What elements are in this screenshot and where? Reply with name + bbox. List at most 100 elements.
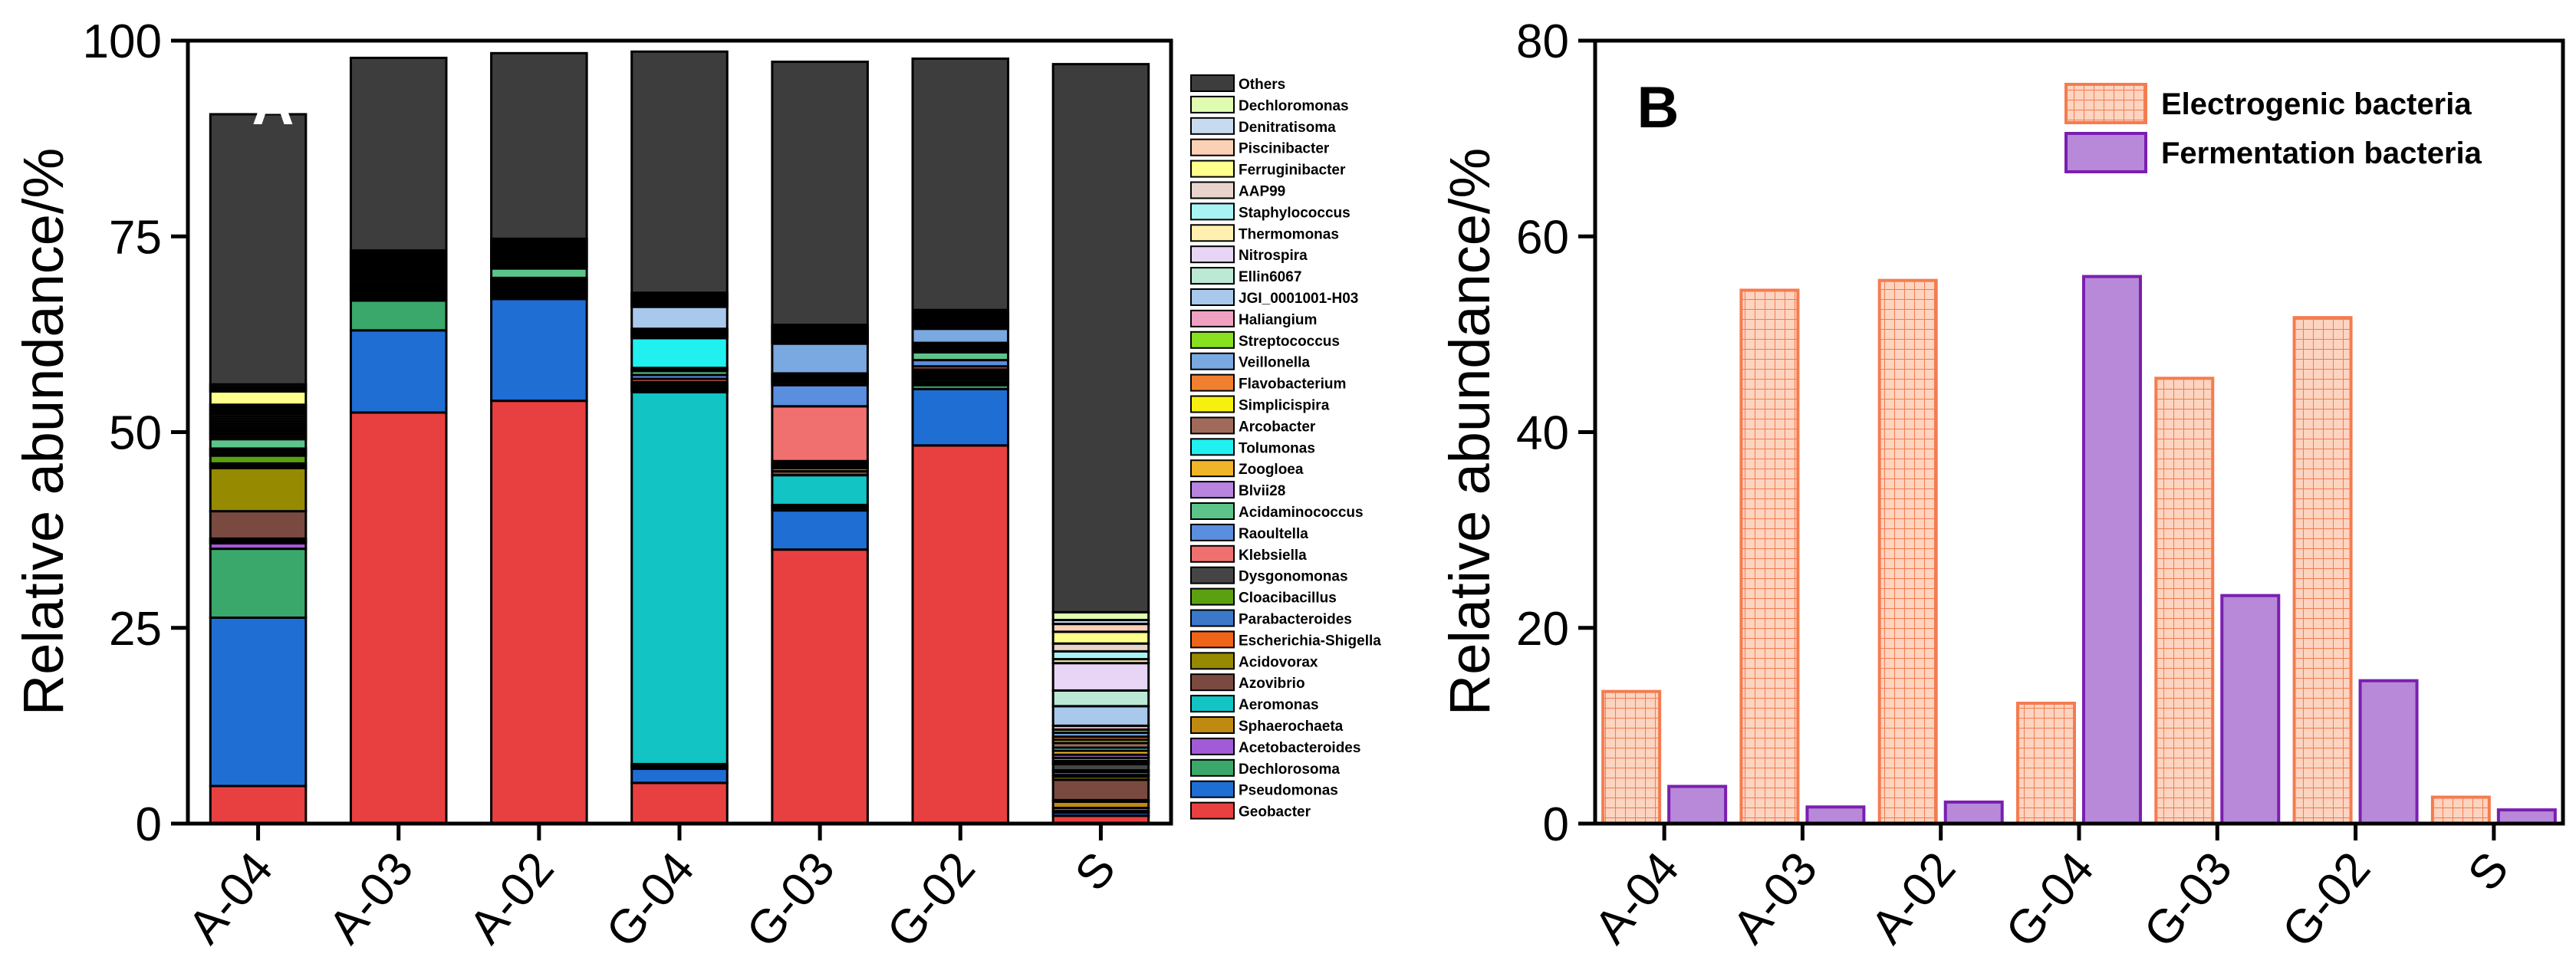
panel-b-x-tick-label: A-03	[1722, 843, 1828, 954]
legend-label: Electrogenic bacteria	[2161, 87, 2472, 121]
bar-segment-geobacter	[911, 444, 1010, 825]
fermentation-bar	[1805, 805, 1866, 825]
legend-swatch	[1190, 587, 1235, 606]
legend-label: Flavobacterium	[1239, 377, 1346, 393]
legend-label: Escherichia-Shigella	[1239, 633, 1381, 649]
legend-label: Dysgonomonas	[1239, 569, 1348, 585]
panel-b-bars	[1601, 275, 2557, 826]
panel-a-label: A	[252, 72, 294, 137]
legend-swatch	[1190, 438, 1235, 456]
legend-label: Veillonella	[1239, 355, 1310, 371]
legend-swatch	[1190, 652, 1235, 670]
bar-segment-ellin6067	[1051, 689, 1150, 708]
legend-swatch	[2064, 83, 2147, 124]
legend-swatch	[1190, 288, 1235, 306]
legend-swatch	[1190, 695, 1235, 713]
legend-swatch	[1190, 224, 1235, 242]
legend-label: AAP99	[1239, 184, 1285, 200]
panel-b-label: B	[1637, 75, 1679, 140]
legend-label: Cloacibacillus	[1239, 590, 1337, 607]
panel-b-x-tick-label: A-02	[1860, 843, 1966, 954]
legend-swatch	[1190, 459, 1235, 478]
panel-b-x-tick-label: A-04	[1584, 843, 1689, 954]
legend-swatch	[1190, 780, 1235, 798]
bar-segment-ferruginibacter	[1051, 630, 1150, 645]
electrogenic-bar	[2154, 377, 2215, 825]
fermentation-bar	[2496, 808, 2557, 825]
bar-segment-jgi-0001001-h03	[630, 305, 729, 331]
legend-label: Acetobacteroides	[1239, 740, 1360, 756]
legend-label: Parabacteroides	[1239, 612, 1352, 628]
legend-swatch	[1190, 481, 1235, 499]
legend-label: JGI_0001001-H03	[1239, 291, 1358, 307]
panel-a-x-tick-label: A-02	[459, 843, 564, 954]
legend-swatch	[1190, 138, 1235, 156]
panel-b-x-tick-label: G-04	[1995, 843, 2104, 958]
legend-swatch	[1190, 566, 1235, 584]
bar-segment-pseudomonas	[911, 387, 1010, 447]
legend-label: Thermomonas	[1239, 226, 1339, 242]
legend-label: Nitrospira	[1239, 248, 1308, 264]
legend-label: Piscinibacter	[1239, 141, 1330, 157]
fermentation-bar	[1943, 800, 2004, 825]
panel-a-x-tick-label: G-03	[736, 843, 844, 958]
bar-segment-acidovorax	[209, 466, 308, 513]
bar-segment-others	[911, 57, 1010, 311]
panel-a-y-tick-label: 75	[109, 211, 162, 264]
bar-segment-dechloromonas	[1051, 610, 1150, 622]
legend-label: Acidaminococcus	[1239, 505, 1364, 521]
bar-segment-geobacter	[490, 400, 588, 825]
electrogenic-bar	[2292, 316, 2353, 825]
electrogenic-bar	[1739, 288, 1800, 826]
legend-swatch	[1190, 202, 1235, 221]
legend-label: Sphaerochaeta	[1239, 719, 1344, 735]
panel-b-x-axis: A-04 A-03 A-02 G-04 G-03 G-02 S	[1584, 824, 2519, 958]
panel-b-y-axis: 0 20 40 60 80	[1516, 15, 1595, 851]
legend-label: Simplicispira	[1239, 398, 1330, 414]
legend-swatch	[1190, 523, 1235, 541]
legend-swatch	[1190, 74, 1235, 92]
bar-segment-aap99	[1051, 642, 1150, 653]
legend-swatch	[1190, 331, 1235, 349]
legend-swatch	[1190, 758, 1235, 777]
panel-b-x-tick-label: G-02	[2272, 843, 2380, 958]
panel-a-y-tick-label: 25	[109, 603, 162, 656]
fermentation-bar	[2220, 594, 2281, 825]
panel-b: 0 20 40 60 80 A-04 A-03 A-02 G-04 G-03 G-02 S B Re…	[1438, 15, 2565, 958]
electrogenic-bar	[2016, 702, 2076, 825]
bar-segment-acidaminococcus	[490, 267, 588, 279]
legend-swatch	[1190, 95, 1235, 113]
panel-a-y-axis: 0 25 50 75 100	[83, 15, 188, 851]
bar-segment-others	[490, 51, 588, 240]
legend-swatch	[1190, 245, 1235, 264]
fermentation-bar	[2082, 275, 2142, 826]
legend-label: Zoogloea	[1239, 462, 1304, 478]
bar-segment-others	[349, 56, 448, 252]
bar-segment-geobacter	[209, 784, 308, 825]
panel-a-x-tick-label: G-04	[596, 843, 704, 958]
legend-label: Haliangium	[1239, 312, 1317, 328]
electrogenic-bar	[1601, 689, 1662, 825]
panel-b-y-tick-label: 0	[1543, 798, 1569, 851]
bar-segment-aeromonas	[771, 474, 869, 506]
legend-swatch	[1190, 160, 1235, 178]
legend-label: Blvii28	[1239, 483, 1285, 499]
legend-swatch	[1190, 801, 1235, 820]
panel-a-x-tick-label: A-04	[178, 843, 283, 954]
legend-label: Tolumonas	[1239, 440, 1315, 456]
legend-label: Aeromonas	[1239, 697, 1319, 713]
legend-swatch	[1190, 502, 1235, 520]
legend-swatch	[1190, 609, 1235, 627]
panel-a-x-tick-label: A-03	[318, 843, 423, 954]
panel-b-y-axis-title: Relative abundance/%	[1438, 148, 1502, 716]
legend-label: Arcobacter	[1239, 419, 1316, 435]
legend-swatch	[1190, 309, 1235, 327]
panel-b-x-tick-label: S	[2458, 843, 2518, 901]
bar-segment-veillonella	[911, 327, 1010, 344]
legend-label: Pseudomonas	[1239, 783, 1338, 799]
panel-a-legend: Others Dechloromonas Denitratisoma Piscinib…	[1190, 74, 1381, 821]
panel-a-x-axis: A-04 A-03 A-02 G-04 G-03 G-02 S	[178, 824, 1126, 958]
panel-a-y-tick-label: 0	[136, 798, 162, 851]
legend-swatch	[1190, 395, 1235, 413]
